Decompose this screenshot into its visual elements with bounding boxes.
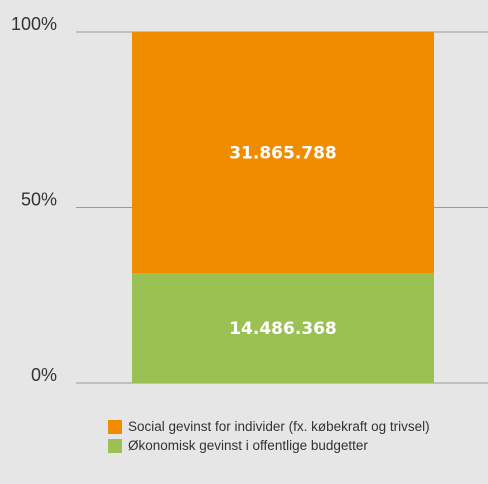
data-label: 14.486.368 bbox=[229, 319, 337, 339]
legend-swatch-social bbox=[108, 420, 122, 434]
data-label: 31.865.788 bbox=[229, 144, 337, 164]
legend-swatch-economic bbox=[108, 439, 122, 453]
legend-label-social: Social gevinst for individer (fx. købekr… bbox=[128, 419, 430, 434]
legend: Social gevinst for individer (fx. købekr… bbox=[108, 417, 430, 455]
legend-item-social: Social gevinst for individer (fx. købekr… bbox=[108, 417, 430, 436]
legend-label-economic: Økonomisk gevinst i offentlige budgetter bbox=[128, 438, 368, 453]
legend-item-economic: Økonomisk gevinst i offentlige budgetter bbox=[108, 436, 430, 455]
y-tick-label: 0% bbox=[31, 365, 57, 385]
y-tick-label: 50% bbox=[21, 190, 57, 210]
chart-plot: 0% 50% 100% 14.486.368 31.865.788 bbox=[0, 0, 488, 410]
y-tick-label: 100% bbox=[11, 14, 57, 34]
